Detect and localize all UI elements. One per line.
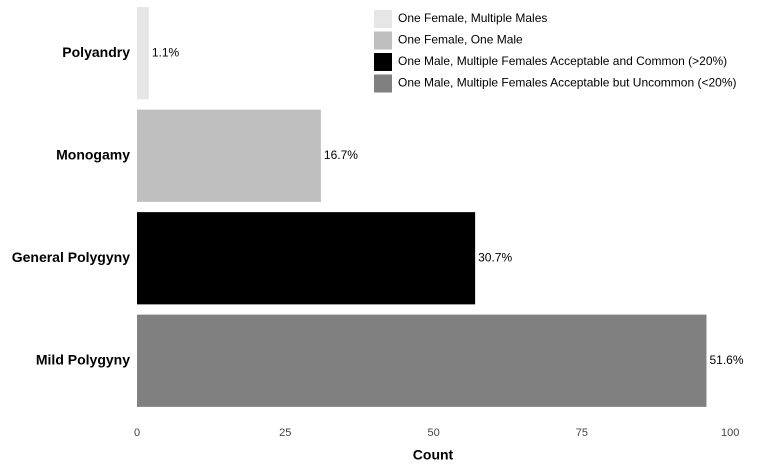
y-tick-label: General Polygyny	[12, 249, 130, 265]
x-tick-label: 25	[279, 427, 291, 439]
value-label: 16.7%	[324, 148, 358, 162]
bar	[137, 7, 149, 100]
y-tick-label: Monogamy	[56, 146, 130, 162]
bar	[137, 109, 321, 202]
bar	[137, 212, 476, 305]
value-label: 30.7%	[478, 250, 512, 264]
legend-label: One Male, Multiple Females Acceptable bu…	[398, 76, 737, 90]
legend-label: One Female, One Male	[398, 33, 523, 47]
value-label: 51.6%	[709, 353, 743, 367]
x-tick-label: 75	[576, 427, 588, 439]
y-tick-label: Mild Polygyny	[36, 351, 130, 367]
x-axis-title: Count	[413, 447, 454, 463]
legend-label: One Male, Multiple Females Acceptable an…	[398, 54, 727, 68]
y-tick-label: Polyandry	[62, 44, 130, 60]
legend-label: One Female, Multiple Males	[398, 11, 547, 25]
legend: One Female, Multiple Males One Female, On…	[374, 10, 737, 93]
legend-swatch	[374, 74, 392, 93]
x-tick-label: 50	[427, 427, 439, 439]
x-tick-label: 100	[721, 427, 739, 439]
x-tick-label: 0	[134, 427, 140, 439]
bar	[137, 314, 707, 407]
legend-swatch	[374, 31, 392, 50]
legend-swatch	[374, 10, 392, 28]
value-label: 1.1%	[152, 45, 180, 59]
legend-swatch	[374, 53, 392, 71]
